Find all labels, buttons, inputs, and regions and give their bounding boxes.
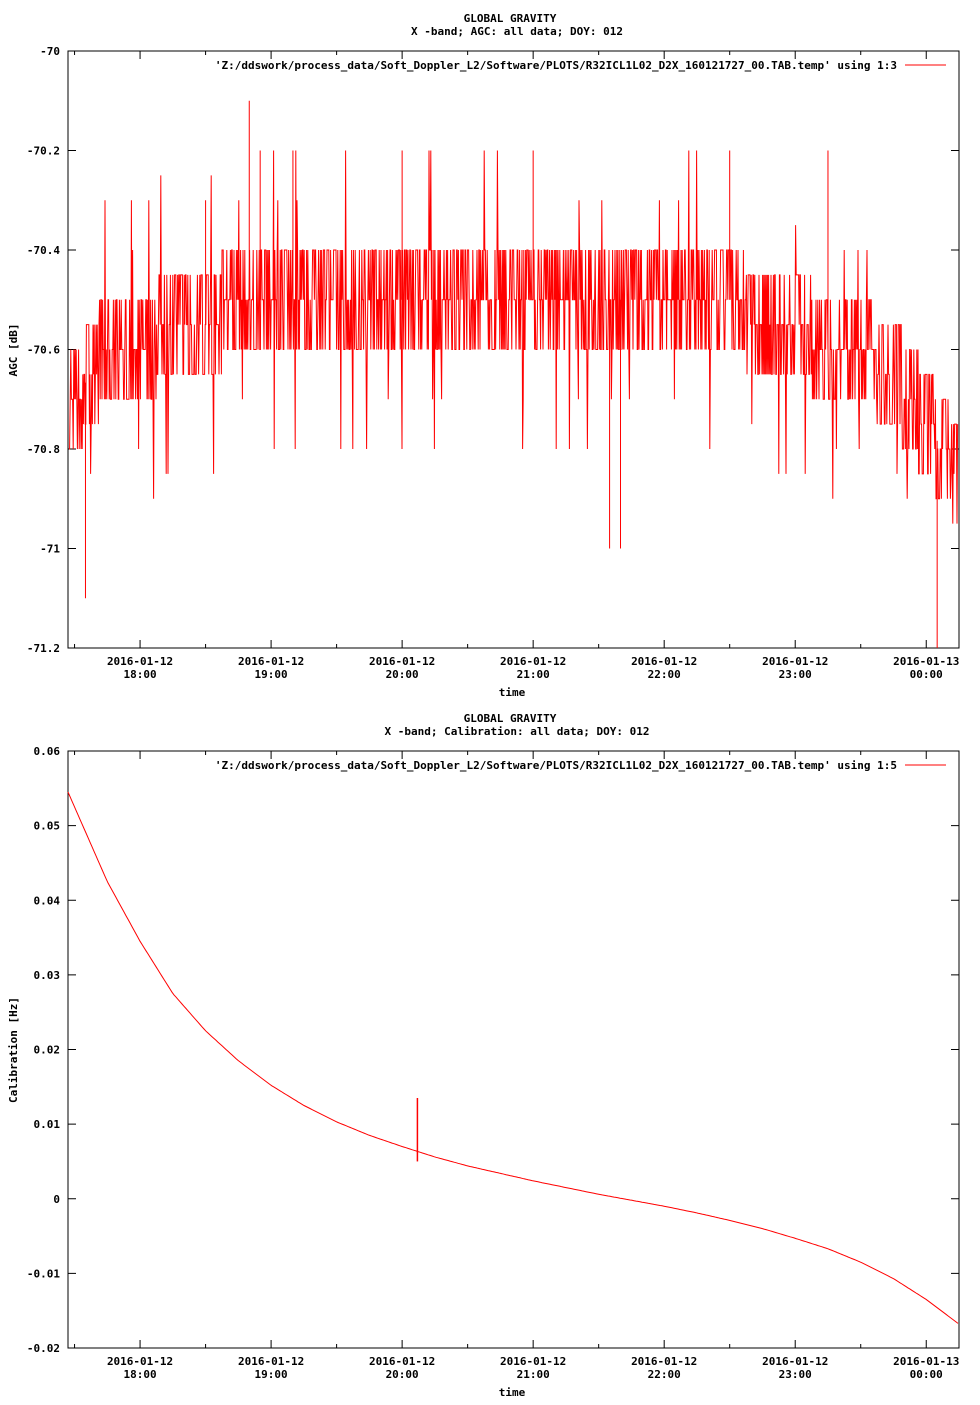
y-tick-label: -70 [40, 45, 60, 58]
x-tick-time: 21:00 [517, 668, 550, 681]
y-tick-label: -0.01 [27, 1267, 60, 1280]
y-tick-label: 0.05 [34, 820, 61, 833]
y-tick-label: -70.4 [27, 244, 60, 257]
chart1-y-axis: -70 -70.2 -70.4 -70.6 -70.8 -71 -71.2 [27, 45, 959, 655]
x-tick-time: 20:00 [386, 668, 419, 681]
chart2-x-axis-label: time [499, 1386, 526, 1399]
chart2-plot-frame [67, 750, 960, 1349]
x-tick-date: 2016-01-12 [631, 655, 697, 668]
x-tick-date: 2016-01-12 [762, 655, 828, 668]
x-tick-date: 2016-01-12 [369, 1355, 435, 1368]
x-tick-time: 20:00 [386, 1368, 419, 1381]
x-tick-time: 23:00 [779, 668, 812, 681]
y-tick-label: -70.8 [27, 443, 60, 456]
x-tick-date: 2016-01-13 [893, 655, 959, 668]
chart1-y-axis-label: AGC [dB] [7, 324, 20, 377]
y-tick-label: -70.6 [27, 344, 60, 357]
x-tick-date: 2016-01-12 [238, 1355, 304, 1368]
calibration-chart: GLOBAL GRAVITY X -band; Calibration: all… [7, 712, 960, 1399]
agc-chart: GLOBAL GRAVITY X -band; AGC: all data; D… [7, 12, 960, 699]
x-tick-time: 23:00 [779, 1368, 812, 1381]
chart1-title: GLOBAL GRAVITY [464, 12, 557, 25]
x-tick-date: 2016-01-12 [631, 1355, 697, 1368]
chart2-y-axis-label: Calibration [Hz] [7, 997, 20, 1103]
x-tick-time: 22:00 [648, 1368, 681, 1381]
chart2-subtitle: X -band; Calibration: all data; DOY: 012 [385, 725, 650, 738]
chart2-x-axis: 2016-01-1218:002016-01-1219:002016-01-12… [74, 751, 959, 1381]
x-tick-date: 2016-01-12 [107, 655, 173, 668]
series-line [69, 150, 959, 524]
x-tick-date: 2016-01-12 [238, 655, 304, 668]
y-tick-label: -70.2 [27, 145, 60, 158]
x-tick-date: 2016-01-12 [500, 1355, 566, 1368]
x-tick-date: 2016-01-12 [369, 655, 435, 668]
y-tick-label: 0.01 [34, 1118, 61, 1131]
chart1-legend-label: 'Z:/ddswork/process_data/Soft_Doppler_L2… [215, 59, 897, 72]
chart1-subtitle: X -band; AGC: all data; DOY: 012 [411, 25, 623, 38]
chart1-x-axis: 2016-01-1218:002016-01-1219:002016-01-12… [74, 51, 959, 681]
x-tick-time: 00:00 [910, 1368, 943, 1381]
x-tick-time: 18:00 [124, 1368, 157, 1381]
y-tick-label: -0.02 [27, 1342, 60, 1355]
x-tick-date: 2016-01-13 [893, 1355, 959, 1368]
x-tick-time: 21:00 [517, 1368, 550, 1381]
x-tick-time: 00:00 [910, 668, 943, 681]
chart2-title: GLOBAL GRAVITY [464, 712, 557, 725]
y-tick-label: 0 [53, 1193, 60, 1206]
chart1-x-axis-label: time [499, 686, 526, 699]
y-tick-label: -71.2 [27, 642, 60, 655]
y-tick-label: 0.02 [34, 1044, 61, 1057]
chart1-legend: 'Z:/ddswork/process_data/Soft_Doppler_L2… [215, 59, 946, 72]
x-tick-time: 22:00 [648, 668, 681, 681]
y-tick-label: 0.03 [34, 969, 61, 982]
y-tick-label: -71 [40, 543, 60, 556]
x-tick-time: 19:00 [255, 668, 288, 681]
chart2-series-calibration [67, 791, 959, 1324]
y-tick-label: 0.06 [34, 745, 61, 758]
series-line [67, 791, 959, 1324]
y-tick-label: 0.04 [34, 894, 61, 907]
chart2-legend: 'Z:/ddswork/process_data/Soft_Doppler_L2… [215, 759, 946, 772]
chart2-y-axis: 0.06 0.05 0.04 0.03 0.02 0.01 0 -0.01 -0.02 [27, 745, 959, 1355]
x-tick-time: 18:00 [124, 668, 157, 681]
x-tick-date: 2016-01-12 [107, 1355, 173, 1368]
chart1-series-agc [69, 100, 959, 648]
chart2-legend-label: 'Z:/ddswork/process_data/Soft_Doppler_L2… [215, 759, 897, 772]
x-tick-date: 2016-01-12 [762, 1355, 828, 1368]
x-tick-date: 2016-01-12 [500, 655, 566, 668]
x-tick-time: 19:00 [255, 1368, 288, 1381]
